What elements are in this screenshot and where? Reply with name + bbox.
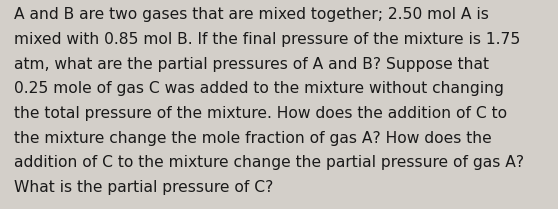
Text: A and B are two gases that are mixed together; 2.50 mol A is: A and B are two gases that are mixed tog…: [14, 7, 489, 22]
Text: atm, what are the partial pressures of A and B? Suppose that: atm, what are the partial pressures of A…: [14, 57, 489, 72]
Text: 0.25 mole of gas C was added to the mixture without changing: 0.25 mole of gas C was added to the mixt…: [14, 81, 504, 96]
Text: What is the partial pressure of C?: What is the partial pressure of C?: [14, 180, 273, 195]
Text: addition of C to the mixture change the partial pressure of gas A?: addition of C to the mixture change the …: [14, 155, 524, 170]
Text: mixed with 0.85 mol B. If the final pressure of the mixture is 1.75: mixed with 0.85 mol B. If the final pres…: [14, 32, 520, 47]
Text: the total pressure of the mixture. How does the addition of C to: the total pressure of the mixture. How d…: [14, 106, 507, 121]
Text: the mixture change the mole fraction of gas A? How does the: the mixture change the mole fraction of …: [14, 131, 492, 146]
